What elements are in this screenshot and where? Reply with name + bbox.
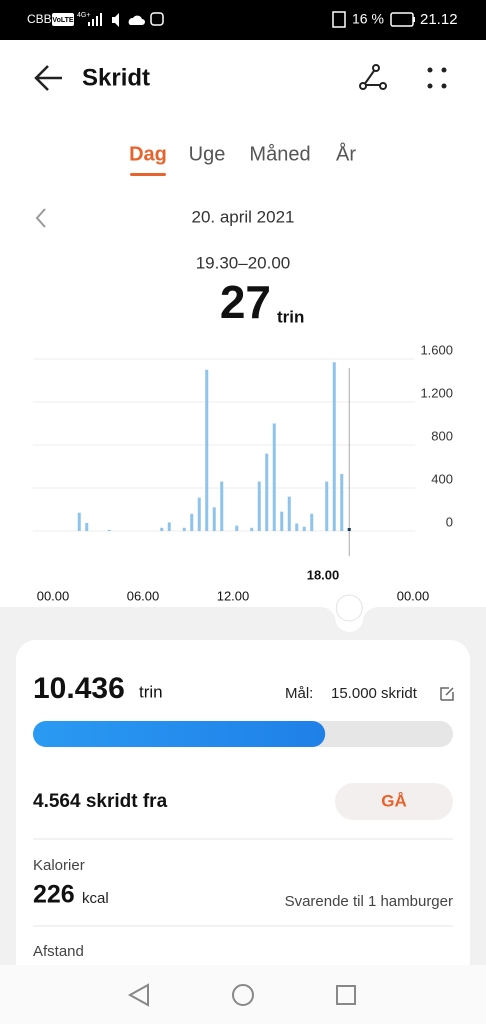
bar (325, 481, 329, 531)
x-tick-label: 00.00 (37, 588, 70, 603)
route-button[interactable] (359, 64, 387, 90)
selected-bar (347, 528, 351, 531)
bar (332, 362, 336, 531)
x-tick-label: 12.00 (217, 588, 250, 603)
page-title: Skridt (82, 64, 150, 91)
calories-label: Kalorier (33, 857, 85, 874)
bar (280, 511, 284, 531)
cloud-icon (128, 15, 145, 25)
nav-back[interactable] (127, 983, 149, 1007)
bar (295, 523, 299, 531)
nav-bar (0, 965, 486, 1024)
remaining: 4.564 skridt fra (33, 791, 168, 812)
bar (220, 481, 224, 531)
back-button[interactable] (34, 65, 62, 91)
bar (107, 529, 111, 531)
goal-label: Mål: (285, 685, 313, 702)
y-tick-label: 400 (431, 471, 453, 486)
carrier: CBB (27, 12, 52, 26)
bar (235, 525, 239, 531)
go-label: GÅ (381, 791, 407, 810)
more-button[interactable] (427, 67, 447, 89)
x-tick-label: 06.00 (127, 588, 160, 603)
nav-home[interactable] (232, 984, 254, 1006)
y-tick-label: 1.600 (420, 342, 453, 357)
bar (310, 513, 314, 531)
bar (85, 522, 89, 531)
bar (182, 527, 186, 531)
interval-unit: trin (277, 307, 304, 326)
bar (212, 507, 216, 531)
nfc-icon (332, 11, 346, 28)
tab[interactable]: Måned (249, 143, 310, 165)
bar (205, 369, 209, 531)
status-bar (0, 0, 486, 40)
tab[interactable]: Dag (129, 143, 167, 165)
volte-badge (52, 13, 74, 26)
bar (265, 453, 269, 531)
tab[interactable]: År (336, 142, 356, 165)
calories-note: Svarende til 1 hamburger (285, 893, 453, 910)
sound-icon (112, 13, 119, 27)
bar (302, 526, 306, 531)
instagram-icon (150, 12, 164, 26)
bar (250, 527, 254, 531)
edit-goal[interactable] (440, 687, 454, 701)
goal: 15.000 skridt (331, 685, 418, 702)
bar (287, 496, 291, 531)
battery-tip (413, 17, 415, 22)
signal (88, 13, 102, 26)
interval-steps: 27 (220, 276, 271, 328)
tab-underline (130, 173, 166, 176)
total-steps: 10.436 (33, 672, 125, 705)
date: 20. april 2021 (191, 207, 294, 226)
x-tick-label: 18.00 (307, 567, 340, 582)
bar (272, 423, 276, 531)
volte: VoLTE (52, 17, 73, 24)
previous-day[interactable] (35, 208, 46, 228)
y-tick-label: 800 (431, 428, 453, 443)
bar (160, 527, 164, 531)
slider-handle[interactable] (335, 594, 363, 622)
nav-recent[interactable] (336, 985, 356, 1005)
network: 4G+ (77, 12, 90, 19)
bar (257, 481, 261, 531)
bar (197, 497, 201, 531)
calories-value: 226 (33, 881, 75, 909)
battery-percent: 16 % (352, 11, 384, 27)
go-button[interactable] (335, 783, 453, 820)
progress-fill (33, 721, 326, 747)
chart: 0 400 800 1.200 1.600 00.00 06.00 12.00 18.00 00.… (33, 342, 453, 603)
tab[interactable]: Uge (189, 143, 226, 165)
total-unit: trin (139, 682, 163, 701)
bar (340, 474, 344, 531)
bar (167, 522, 171, 531)
y-tick-label: 1.200 (420, 385, 453, 400)
interval: 19.30–20.00 (196, 253, 291, 272)
bar (190, 513, 194, 531)
y-tick-label: 0 (446, 514, 453, 529)
calories-unit: kcal (82, 890, 109, 907)
x-tick-label: 00.00 (397, 588, 430, 603)
clock: 21.12 (420, 11, 458, 28)
distance-label: Afstand (33, 943, 84, 960)
bar (77, 512, 81, 531)
